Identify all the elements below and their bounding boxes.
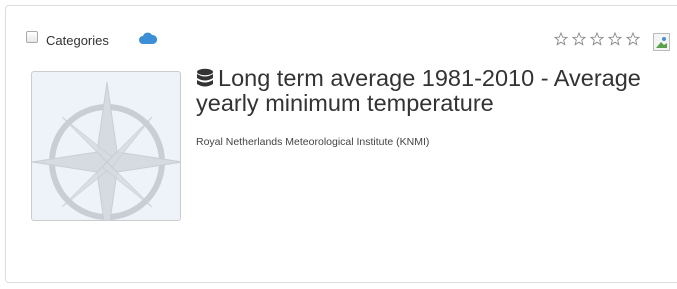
broken-image [653, 33, 670, 51]
database-icon [196, 68, 214, 88]
dataset-card: Categories Long te [5, 5, 677, 283]
page: Categories Long te [0, 0, 677, 289]
select-checkbox[interactable] [26, 31, 38, 43]
categories-label[interactable]: Categories [46, 33, 109, 48]
compass-rose [32, 72, 181, 221]
dataset-title[interactable]: Long term average 1981-2010 - Average ye… [196, 66, 646, 116]
cloud-icon [139, 32, 157, 44]
title-text[interactable]: Long term average 1981-2010 - Average ye… [196, 65, 641, 116]
thumbnail[interactable] [31, 71, 181, 221]
publisher: Royal Netherlands Meteorological Institu… [196, 136, 429, 148]
rating-stars[interactable] [554, 32, 646, 46]
